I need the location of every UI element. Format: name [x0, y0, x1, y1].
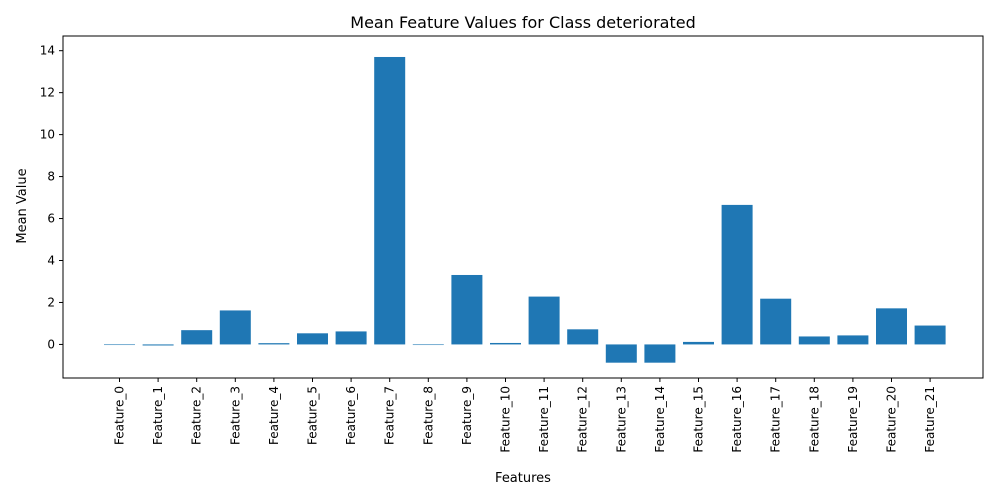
y-tick-label: 8	[47, 170, 55, 184]
x-tick-label: Feature_14	[653, 386, 667, 453]
x-tick-label: Feature_3	[228, 386, 242, 445]
x-tick-label: Feature_18	[807, 386, 821, 453]
x-tick-label: Feature_10	[499, 386, 513, 453]
x-tick-label: Feature_4	[267, 386, 281, 445]
bar-feature-0	[104, 344, 135, 346]
chart-title: Mean Feature Values for Class deteriorat…	[350, 13, 695, 32]
x-tick-label: Feature_12	[576, 386, 590, 453]
bar-feature-11	[528, 296, 560, 345]
bar-feature-12	[567, 329, 599, 345]
x-tick-label: Feature_8	[421, 386, 435, 445]
ticks-group: Feature_0 Feature_1 Feature_2 Feature_3 Feat…	[40, 44, 937, 453]
bar-feature-5	[297, 333, 328, 345]
bars-group	[104, 56, 946, 363]
x-tick-label: Feature_9	[460, 386, 474, 445]
bar-feature-21	[914, 325, 946, 345]
x-tick-label: Feature_19	[846, 386, 860, 453]
y-tick-label: 14	[40, 44, 55, 58]
y-tick-label: 0	[47, 337, 55, 351]
x-tick-label: Feature_6	[344, 386, 358, 445]
bar-feature-9	[451, 274, 483, 345]
bar-feature-8	[412, 344, 444, 346]
bar-feature-7	[374, 56, 406, 345]
bar-feature-6	[335, 331, 367, 345]
y-tick-label: 4	[47, 254, 55, 268]
bar-feature-17	[760, 298, 792, 345]
y-tick-label: 12	[40, 86, 55, 100]
bar-feature-4	[258, 343, 290, 345]
bar-feature-14	[644, 344, 676, 363]
x-tick-label: Feature_20	[885, 386, 899, 453]
x-tick-label: Feature_21	[923, 386, 937, 453]
x-tick-label: Feature_15	[692, 386, 706, 453]
bar-feature-10	[490, 342, 521, 345]
bar-feature-3	[219, 310, 251, 345]
bar-feature-18	[798, 336, 830, 345]
x-axis-label: Features	[495, 471, 551, 486]
bar-feature-13	[605, 344, 637, 363]
plot-frame	[62, 35, 984, 379]
x-tick-label: Feature_11	[537, 386, 551, 453]
bar-feature-1	[142, 344, 174, 346]
x-tick-label: Feature_13	[614, 386, 628, 453]
x-tick-label: Feature_2	[190, 386, 204, 445]
y-axis-label: Mean Value	[15, 168, 30, 243]
x-tick-label: Feature_1	[151, 386, 165, 445]
x-tick-label: Feature_0	[113, 386, 127, 445]
x-tick-label: Feature_17	[769, 386, 783, 453]
y-tick-label: 10	[40, 128, 55, 142]
x-tick-label: Feature_16	[730, 386, 744, 453]
x-tick-label: Feature_7	[383, 386, 397, 445]
bar-feature-2	[181, 330, 213, 345]
x-tick-label: Feature_5	[306, 386, 320, 445]
bar-feature-15	[683, 341, 714, 345]
y-tick-label: 2	[47, 295, 55, 309]
bar-feature-20	[876, 308, 907, 345]
y-tick-label: 6	[47, 212, 55, 226]
bar-feature-16	[721, 204, 753, 345]
bar-feature-19	[837, 335, 869, 345]
